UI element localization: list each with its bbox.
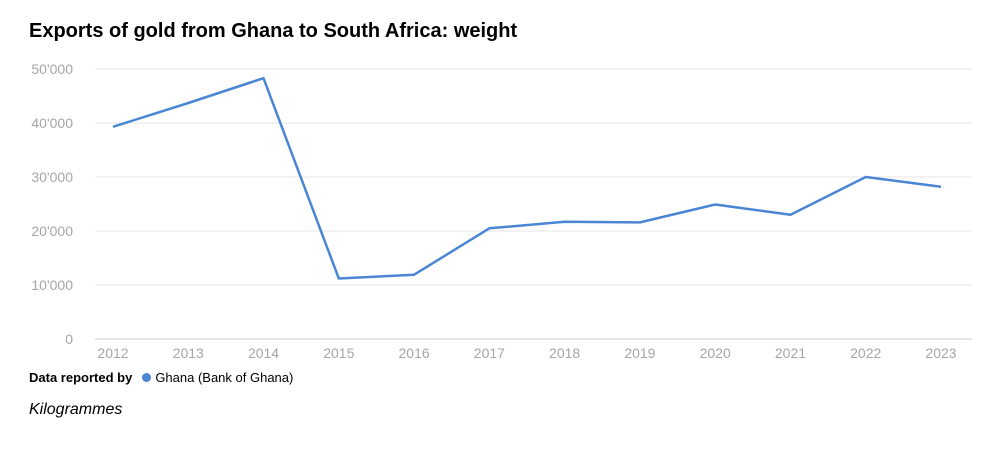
series-lines — [109, 74, 945, 283]
data-point[interactable] — [410, 271, 418, 279]
x-axis-ticks: 2012 2013 2014 2015 2016 2017 2018 2019 2020 2021… — [97, 345, 956, 361]
data-point[interactable] — [786, 211, 794, 219]
data-point[interactable] — [937, 183, 945, 191]
x-tick-label: 2012 — [97, 345, 128, 361]
x-tick-label: 2016 — [399, 345, 430, 361]
legend: Data reported by Ghana (Bank of Ghana) — [29, 370, 293, 385]
data-point[interactable] — [636, 218, 644, 226]
data-point[interactable] — [711, 201, 719, 209]
x-tick-label: 2022 — [850, 345, 881, 361]
legend-marker-icon — [142, 373, 152, 382]
data-point[interactable] — [561, 218, 569, 226]
series-line[interactable] — [112, 76, 942, 280]
legend-series-label[interactable]: Ghana (Bank of Ghana) — [155, 370, 294, 385]
x-tick-label: 2020 — [700, 345, 731, 361]
data-point[interactable] — [184, 99, 192, 107]
data-point[interactable] — [109, 123, 117, 131]
y-tick-label: 0 — [65, 331, 73, 347]
data-point[interactable] — [862, 173, 870, 181]
data-point[interactable] — [260, 74, 268, 82]
gridlines — [95, 68, 972, 340]
chart-title: Exports of gold from Ghana to South Afri… — [29, 20, 518, 42]
unit-label: Kilogrammes — [29, 401, 123, 418]
y-axis-ticks: 0 10'000 20'000 30'000 40'000 50'000 — [31, 61, 73, 347]
x-tick-label: 2021 — [775, 345, 806, 361]
y-tick-label: 10'000 — [31, 277, 73, 293]
x-tick-label: 2023 — [925, 345, 956, 361]
x-tick-label: 2013 — [173, 345, 204, 361]
x-tick-label: 2019 — [624, 345, 655, 361]
y-tick-label: 50'000 — [31, 61, 73, 77]
legend-prefix: Data reported by — [29, 370, 133, 385]
y-tick-label: 20'000 — [31, 223, 73, 239]
x-tick-label: 2017 — [474, 345, 505, 361]
y-tick-label: 30'000 — [31, 169, 73, 185]
y-tick-label: 40'000 — [31, 115, 73, 131]
x-tick-label: 2015 — [323, 345, 354, 361]
data-point[interactable] — [485, 224, 493, 232]
x-tick-label: 2018 — [549, 345, 580, 361]
data-point[interactable] — [335, 275, 343, 283]
x-tick-label: 2014 — [248, 345, 279, 361]
